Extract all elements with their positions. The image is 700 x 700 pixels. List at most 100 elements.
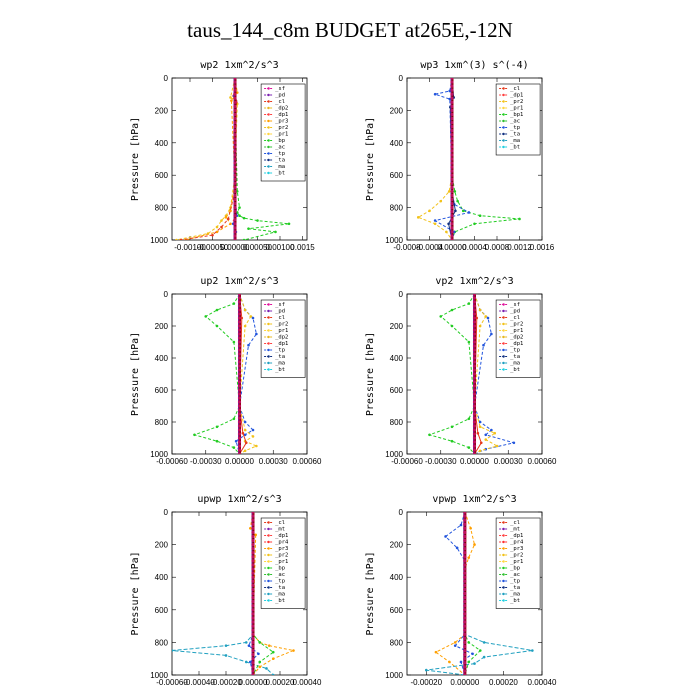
data-point: [251, 538, 255, 543]
legend-entry: _ma: [510, 138, 520, 144]
data-layer: [424, 512, 534, 675]
x-tick-label: -0.0008: [393, 243, 421, 252]
legend-entry: _bp: [510, 566, 520, 572]
data-point: [459, 523, 463, 527]
data-layer: [427, 294, 516, 454]
y-tick-label: 800: [390, 638, 404, 647]
y-tick-label: 1000: [385, 236, 403, 245]
data-point: [478, 649, 482, 652]
data-point: [453, 641, 457, 644]
legend-entry: _pr1: [510, 559, 523, 565]
data-point: [220, 225, 223, 229]
data-point: [518, 217, 521, 221]
data-point: [237, 376, 242, 380]
legend-marker: [502, 521, 505, 524]
y-tick-label: 600: [390, 386, 404, 395]
data-point: [450, 125, 454, 129]
data-point: [450, 88, 454, 92]
data-point: [243, 324, 247, 328]
y-tick-label: 800: [155, 418, 169, 427]
data-point: [229, 96, 232, 99]
data-point: [233, 116, 237, 121]
data-point: [255, 332, 258, 336]
data-point: [251, 595, 255, 600]
data-point: [472, 396, 477, 400]
data-point: [251, 612, 255, 616]
data-point: [251, 661, 255, 665]
data-point: [463, 559, 467, 563]
data-point: [428, 209, 431, 213]
data-point: [204, 315, 208, 318]
data-point: [232, 417, 236, 421]
data-point: [233, 161, 237, 165]
legend-entry: _mt: [275, 527, 285, 533]
legend-entry: _tp: [275, 579, 285, 585]
data-point: [233, 218, 237, 222]
legend-marker: [502, 579, 505, 583]
data-point: [467, 211, 471, 214]
data-point: [237, 400, 242, 404]
data-point: [215, 230, 219, 234]
series-line-ma: [426, 512, 533, 675]
data-point: [237, 348, 242, 352]
data-point: [251, 551, 255, 555]
data-point: [271, 673, 275, 675]
x-tick-label: 0.00000: [460, 457, 489, 466]
legend-marker: [267, 171, 270, 175]
y-tick-label: 400: [155, 139, 169, 148]
data-point: [251, 547, 255, 551]
data-point: [244, 441, 248, 445]
data-point: [450, 108, 454, 112]
y-tick-label: 600: [390, 171, 404, 180]
data-point: [220, 219, 223, 222]
data-point: [467, 302, 471, 305]
data-point: [233, 206, 237, 210]
x-tick-label: -0.00020: [210, 678, 242, 687]
legend-marker: [502, 335, 505, 339]
data-point: [472, 392, 477, 396]
legend-marker: [267, 132, 270, 136]
legend-marker: [267, 547, 270, 550]
data-point: [224, 216, 228, 219]
data-point: [463, 538, 467, 543]
data-point: [448, 89, 452, 93]
data-point: [237, 316, 242, 320]
legend-marker: [267, 303, 270, 306]
legend-entry: _sf: [275, 302, 285, 308]
data-point: [237, 344, 242, 348]
legend-entry: _tp: [275, 348, 285, 354]
data-point: [463, 600, 467, 604]
data-layer: [416, 78, 521, 240]
x-tick-label: 0.00040: [528, 678, 557, 687]
data-point: [450, 214, 454, 218]
legend-marker: [502, 348, 505, 352]
chart-panel-5: upwp 1xm^2/s^3 Pressure [hPa] 0 200 400 600 80…: [130, 494, 322, 687]
legend-entry: _bt: [510, 145, 520, 151]
data-point: [215, 324, 219, 328]
data-point: [463, 612, 467, 616]
data-point: [472, 352, 477, 356]
data-point: [251, 620, 255, 624]
legend-entry: _sf: [510, 302, 520, 308]
data-point: [433, 219, 437, 222]
y-tick-label: 1000: [150, 236, 168, 245]
legend-marker: [267, 368, 270, 371]
data-point: [473, 662, 476, 665]
legend-entry: _tp: [510, 348, 520, 354]
data-point: [472, 428, 477, 432]
y-axis-label: Pressure [hPa]: [130, 551, 141, 635]
data-point: [237, 320, 242, 324]
y-tick-label: 400: [390, 139, 404, 148]
data-point: [428, 433, 431, 437]
data-point: [229, 222, 232, 226]
data-point: [463, 628, 467, 632]
data-point: [472, 312, 477, 316]
data-point: [463, 624, 467, 628]
data-point: [472, 320, 477, 324]
legend-marker: [502, 586, 505, 589]
legend-entry: _bp: [275, 138, 285, 144]
data-point: [233, 80, 237, 84]
data-point: [215, 439, 219, 443]
legend-entry: _ac: [510, 119, 520, 125]
data-point: [251, 616, 255, 620]
